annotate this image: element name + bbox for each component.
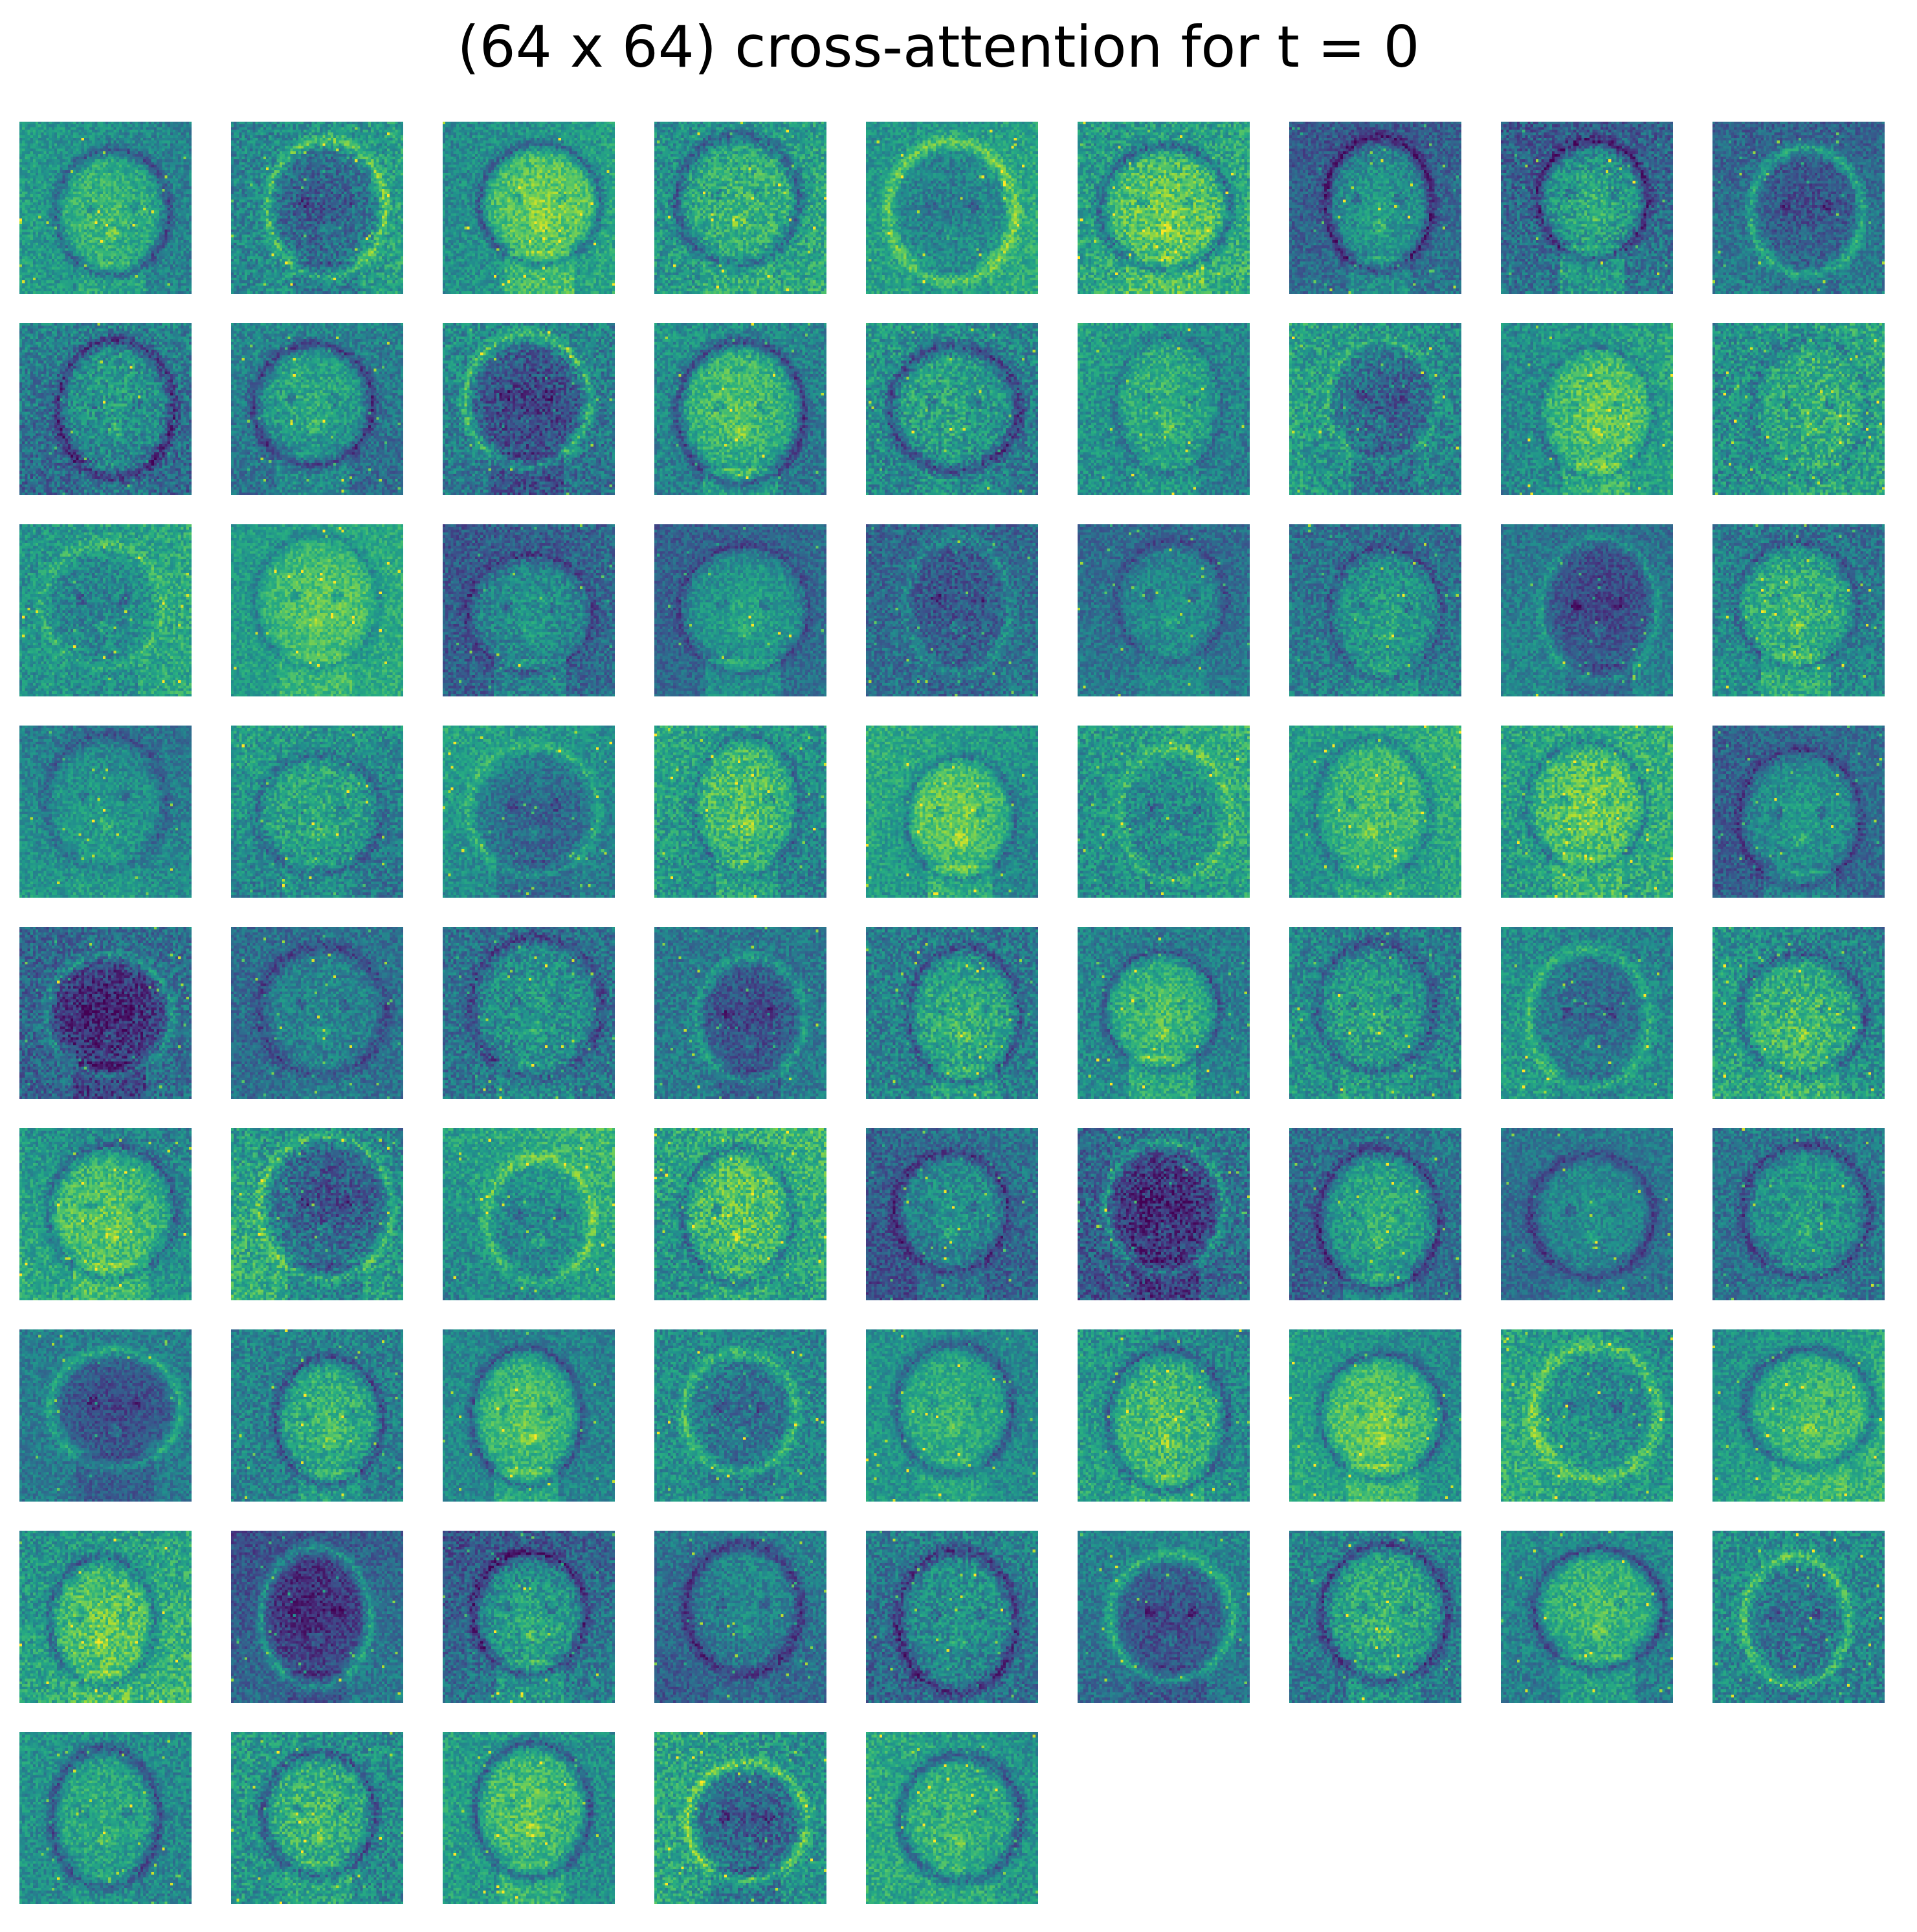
attention-map-panel [1501, 1128, 1673, 1300]
attention-map-panel [866, 1128, 1038, 1300]
attention-map-panel [443, 726, 615, 898]
attention-map-panel [443, 1128, 615, 1300]
attention-map-panel [231, 726, 403, 898]
attention-map-panel [19, 323, 192, 495]
attention-map-panel [1712, 1329, 1885, 1502]
attention-map-panel [231, 524, 403, 696]
attention-map-panel [866, 524, 1038, 696]
attention-map-panel [1289, 323, 1461, 495]
attention-map-panel [1078, 726, 1250, 898]
attention-map-panel [1078, 524, 1250, 696]
attention-map-panel [654, 323, 826, 495]
attention-map-panel [19, 524, 192, 696]
attention-map-panel [19, 1128, 192, 1300]
attention-map-panel [654, 927, 826, 1099]
attention-map-panel [866, 726, 1038, 898]
attention-map-panel [1501, 524, 1673, 696]
attention-map-panel [1501, 122, 1673, 294]
attention-map-panel [654, 1531, 826, 1703]
attention-map-panel [19, 1732, 192, 1904]
attention-map-panel [1289, 1531, 1461, 1703]
attention-map-panel [443, 323, 615, 495]
attention-map-panel [654, 726, 826, 898]
attention-map-panel [866, 323, 1038, 495]
attention-map-panel [1289, 1329, 1461, 1502]
attention-map-panel [866, 122, 1038, 294]
attention-map-panel [1712, 1128, 1885, 1300]
attention-map-panel [866, 927, 1038, 1099]
attention-map-panel [654, 1329, 826, 1502]
attention-map-panel [231, 1531, 403, 1703]
attention-map-panel [1712, 323, 1885, 495]
attention-map-panel [654, 122, 826, 294]
attention-map-panel [443, 1329, 615, 1502]
attention-map-panel [1501, 726, 1673, 898]
attention-map-panel [1078, 927, 1250, 1099]
attention-map-panel [1289, 927, 1461, 1099]
attention-map-panel [866, 1531, 1038, 1703]
attention-map-panel [1078, 122, 1250, 294]
attention-map-panel [443, 122, 615, 294]
attention-map-panel [1078, 1128, 1250, 1300]
attention-map-panel [19, 122, 192, 294]
attention-map-panel [443, 524, 615, 696]
attention-map-panel [654, 524, 826, 696]
attention-map-panel [19, 927, 192, 1099]
attention-map-panel [231, 927, 403, 1099]
attention-map-panel [1501, 927, 1673, 1099]
attention-map-panel [443, 1531, 615, 1703]
attention-map-panel [1078, 323, 1250, 495]
attention-map-panel [1712, 726, 1885, 898]
attention-map-panel [1289, 122, 1461, 294]
attention-map-panel [443, 1732, 615, 1904]
attention-map-panel [443, 927, 615, 1099]
attention-map-panel [19, 1329, 192, 1502]
attention-map-panel [231, 1128, 403, 1300]
attention-map-panel [19, 726, 192, 898]
attention-map-panel [231, 1732, 403, 1904]
attention-map-panel [19, 1531, 192, 1703]
attention-map-panel [1501, 323, 1673, 495]
attention-map-panel [1289, 524, 1461, 696]
attention-map-panel [1712, 927, 1885, 1099]
attention-map-panel [1289, 726, 1461, 898]
attention-map-panel [866, 1329, 1038, 1502]
attention-map-panel [1712, 1531, 1885, 1703]
attention-map-panel [1078, 1329, 1250, 1502]
attention-map-panel [1501, 1329, 1673, 1502]
figure-title: (64 x 64) cross-attention for t = 0 [457, 14, 1420, 80]
attention-map-panel [231, 323, 403, 495]
attention-map-panel [231, 1329, 403, 1502]
attention-map-panel [866, 1732, 1038, 1904]
attention-map-panel [1078, 1531, 1250, 1703]
attention-map-panel [654, 1732, 826, 1904]
attention-map-panel [1712, 524, 1885, 696]
attention-map-panel [1712, 122, 1885, 294]
attention-map-panel [654, 1128, 826, 1300]
attention-map-panel [231, 122, 403, 294]
attention-map-panel [1289, 1128, 1461, 1300]
attention-map-panel [1501, 1531, 1673, 1703]
